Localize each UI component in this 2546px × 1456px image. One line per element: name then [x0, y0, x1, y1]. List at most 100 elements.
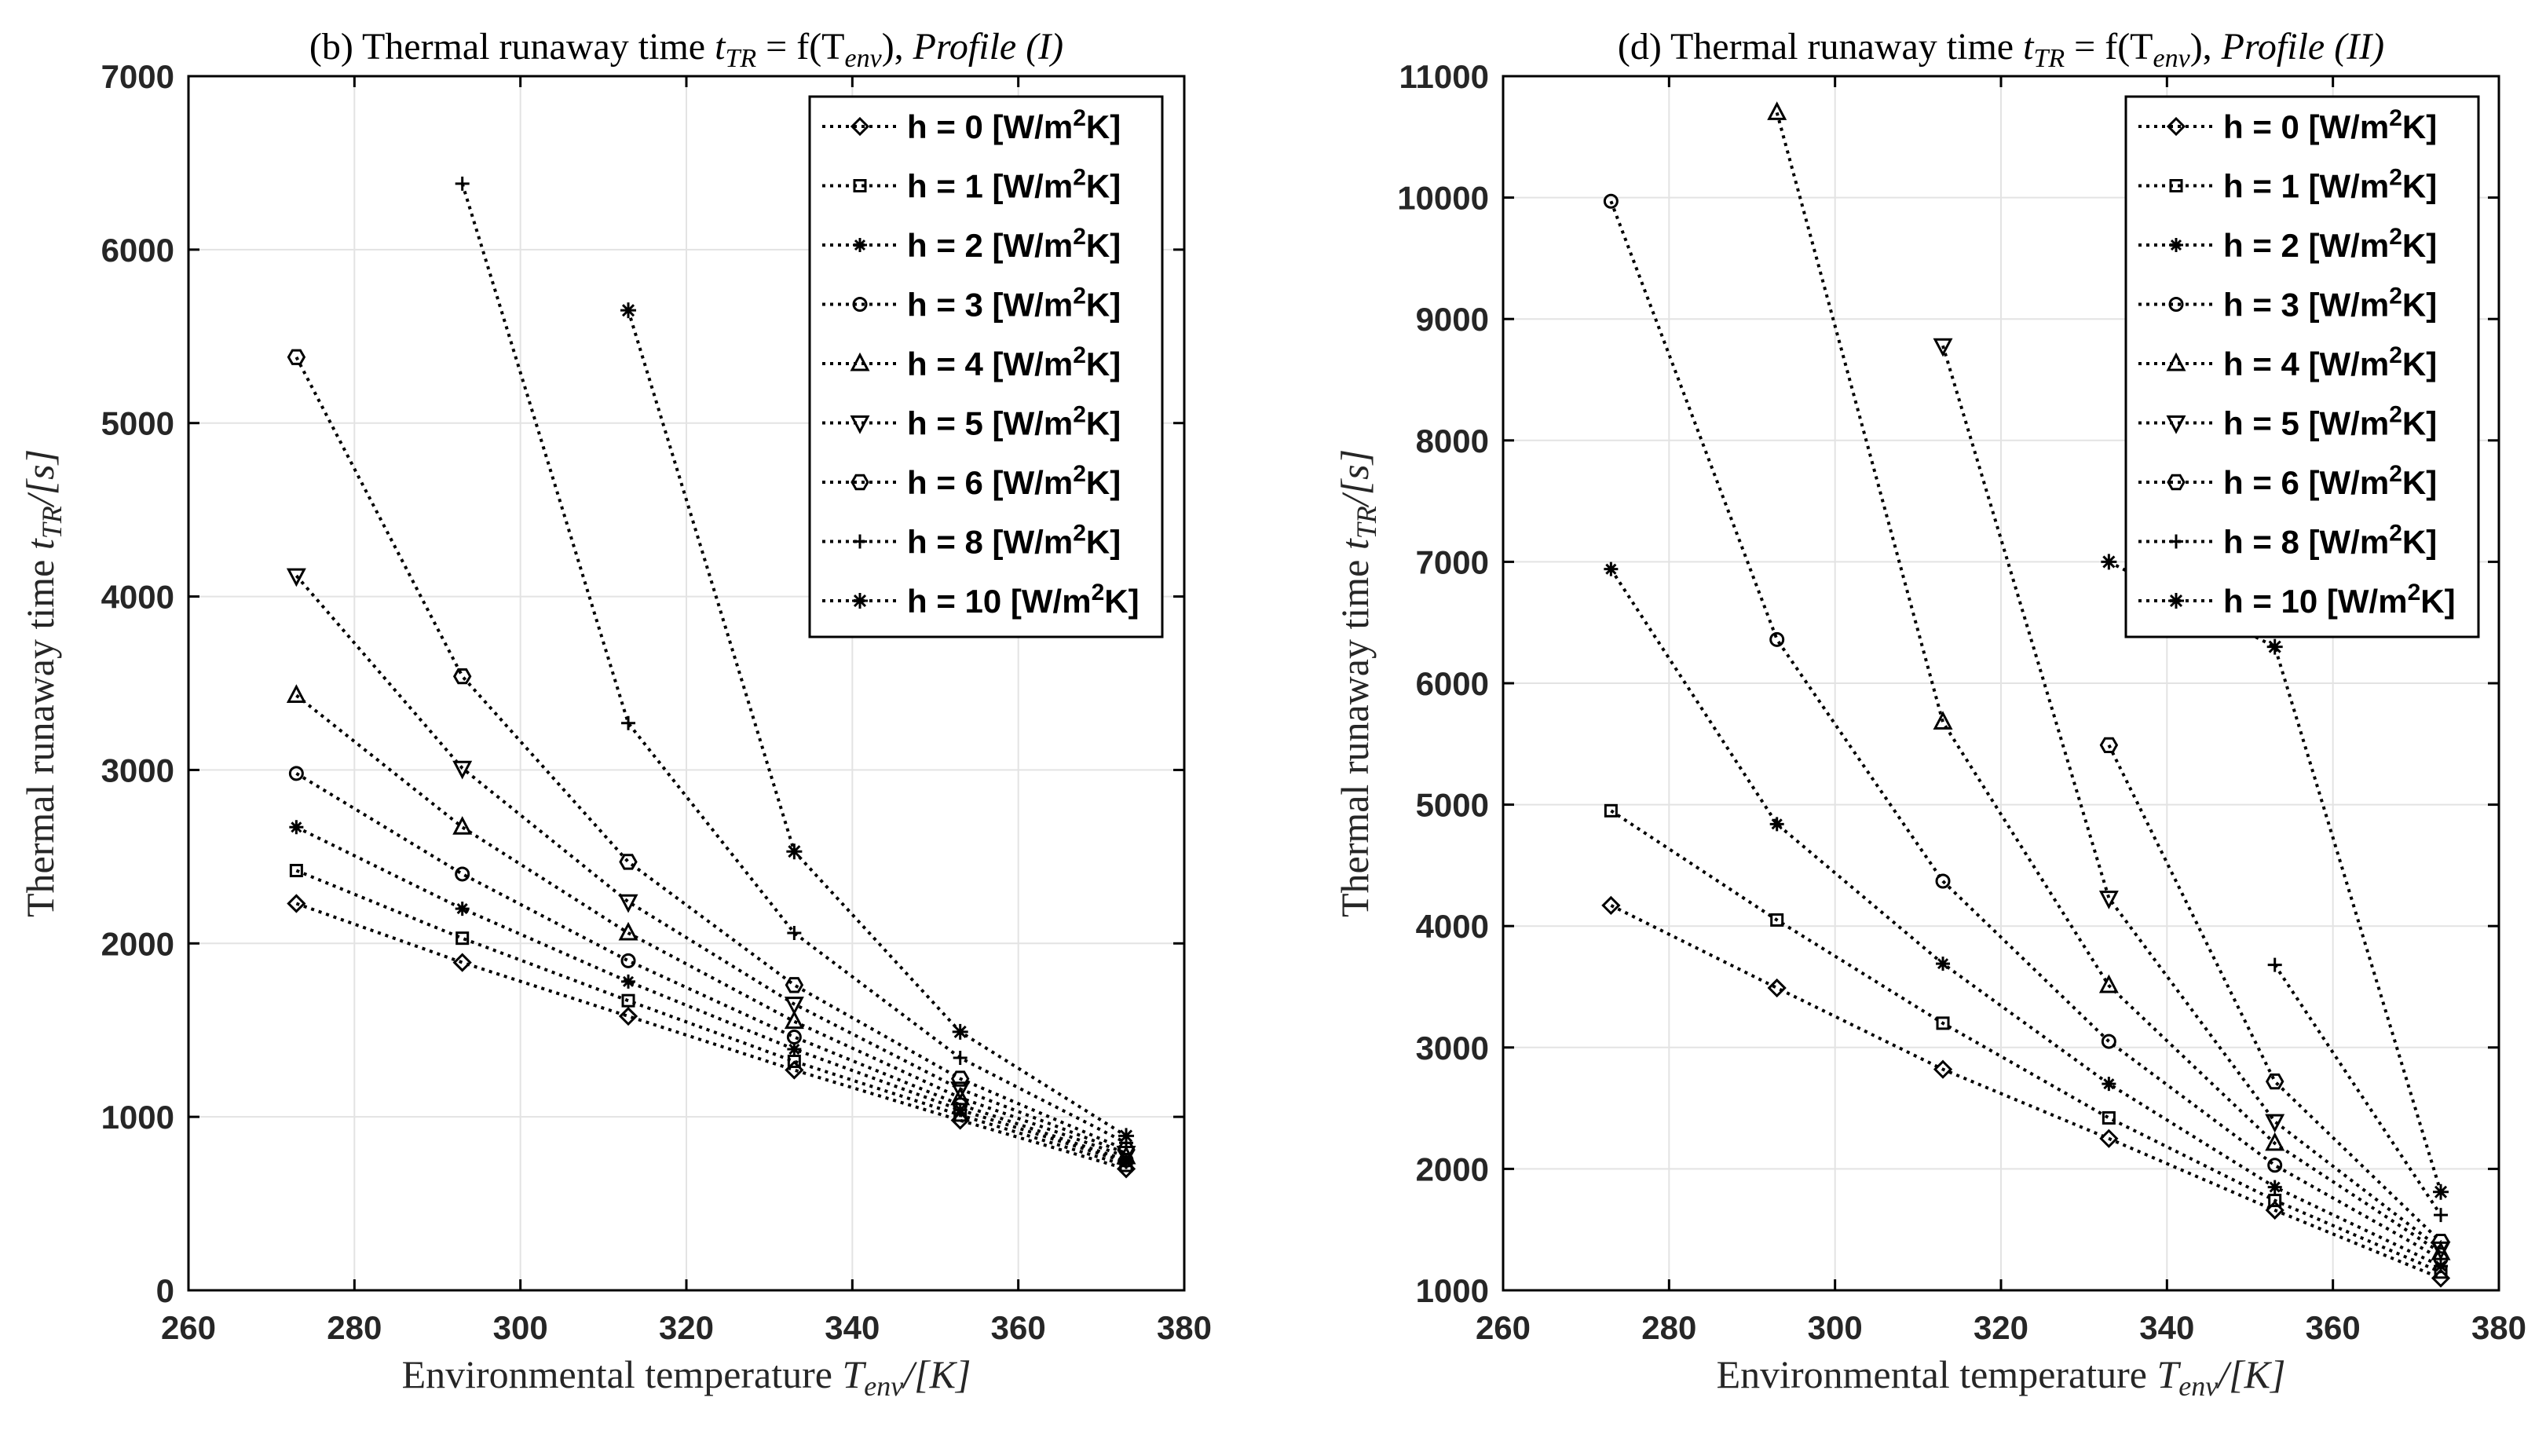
- legend-marker: [852, 297, 868, 312]
- x-tick-label: 340: [2139, 1309, 2194, 1346]
- series-6: [1933, 338, 2451, 1260]
- series-9: [2101, 554, 2449, 1200]
- data-point: [1770, 913, 1784, 927]
- y-tick-label: 3000: [1416, 1030, 1489, 1066]
- data-point: [287, 349, 306, 365]
- data-point: [787, 1042, 802, 1057]
- legend-marker: [850, 415, 870, 434]
- series-line: [1609, 568, 2442, 1268]
- data-point: [455, 176, 470, 191]
- legend-label: h = 2 [W/m2K]: [2223, 224, 2437, 264]
- series-line: [1610, 809, 2442, 1274]
- data-point: [289, 864, 303, 878]
- legend-label: h = 5 [W/m2K]: [907, 402, 1121, 442]
- data-point: [1604, 803, 1618, 818]
- y-tick-label: 2000: [1416, 1151, 1489, 1187]
- data-point: [452, 816, 473, 835]
- series-line: [295, 693, 1127, 1158]
- series-line: [295, 772, 1127, 1162]
- data-point: [1601, 895, 1621, 916]
- data-point: [1603, 193, 1619, 209]
- data-point: [2265, 1132, 2285, 1151]
- legend-marker: [850, 116, 870, 137]
- legend: h = 0 [W/m2K] h = 1 [W/m2K] h = 2 [W/m2K] h…: [2124, 95, 2480, 638]
- series-line: [1941, 345, 2442, 1250]
- y-tick-label: 7000: [101, 58, 174, 95]
- legend-label: h = 4 [W/m2K]: [907, 342, 1121, 382]
- data-point: [2099, 737, 2119, 753]
- data-point: [950, 1081, 971, 1101]
- data-point: [287, 894, 306, 913]
- x-tick-label: 260: [1476, 1309, 1531, 1346]
- legend-label: h = 5 [W/m2K]: [2223, 402, 2437, 442]
- data-point: [1769, 631, 1785, 647]
- legend-marker: [2169, 534, 2183, 549]
- legend-label: h = 1 [W/m2K]: [907, 165, 1121, 205]
- y-tick-label: 1000: [1416, 1272, 1489, 1309]
- data-point: [1767, 101, 1787, 120]
- series-line: [1775, 112, 2442, 1254]
- legend-box: [2124, 95, 2480, 638]
- x-axis-label: Environmental temperature Tenv/[K]: [402, 1352, 971, 1402]
- legend-marker: [853, 534, 867, 549]
- series-8: [2267, 957, 2449, 1223]
- data-point: [787, 926, 802, 941]
- data-point: [452, 668, 472, 685]
- y-tick-label: 5000: [1416, 787, 1489, 824]
- chart-1: 260 280 300 320 340 360 380 0 1000 2000 3000 4000 50…: [18, 26, 1212, 1402]
- legend-label: h = 10 [W/m2K]: [2223, 580, 2456, 620]
- x-tick-label: 320: [659, 1309, 714, 1346]
- data-point: [786, 843, 803, 860]
- legend-marker: [852, 593, 868, 609]
- y-tick-label: 1000: [101, 1099, 174, 1136]
- legend-label: h = 2 [W/m2K]: [907, 224, 1121, 264]
- data-point: [455, 931, 470, 946]
- data-point: [286, 684, 306, 703]
- legend-marker: [2168, 297, 2184, 312]
- legend-label: h = 6 [W/m2K]: [907, 461, 1121, 501]
- data-point: [620, 302, 637, 319]
- series-2: [289, 864, 1133, 1172]
- y-tick-label: 11000: [1399, 58, 1489, 95]
- data-point: [452, 760, 473, 780]
- y-tick-label: 6000: [1416, 665, 1489, 702]
- legend-label: h = 3 [W/m2K]: [2223, 284, 2437, 324]
- data-point: [621, 715, 636, 730]
- x-tick-label: 260: [161, 1309, 216, 1346]
- data-point: [618, 1006, 638, 1026]
- data-point: [618, 921, 638, 941]
- x-tick-label: 340: [825, 1309, 880, 1346]
- series-line: [295, 869, 1127, 1167]
- series-line: [460, 183, 1127, 1145]
- data-point: [1933, 1059, 1953, 1079]
- series-3: [289, 820, 1134, 1169]
- chart-2: 260 280 300 320 340 360 380 1000 2000 3000 4000 500…: [1333, 26, 2526, 1402]
- legend: h = 0 [W/m2K] h = 1 [W/m2K] h = 2 [W/m2K] h…: [808, 95, 1164, 638]
- legend-label: h = 8 [W/m2K]: [907, 521, 1121, 561]
- data-point: [786, 1030, 802, 1045]
- data-point: [2098, 974, 2119, 993]
- data-point: [2101, 554, 2117, 570]
- legend-marker: [2169, 179, 2183, 192]
- data-point: [2265, 1114, 2285, 1133]
- series-7: [287, 349, 1136, 1158]
- data-point: [288, 766, 304, 781]
- y-axis-label: Thermal runaway time tTR/[s]: [18, 449, 68, 917]
- data-point: [2265, 1200, 2284, 1220]
- y-tick-label: 7000: [1416, 543, 1489, 580]
- x-tick-label: 360: [2306, 1309, 2361, 1346]
- legend-marker: [2167, 474, 2186, 491]
- data-point: [1767, 978, 1787, 998]
- data-point: [1933, 338, 1953, 357]
- legend-marker: [2168, 593, 2184, 609]
- data-point: [784, 1010, 804, 1030]
- series-2: [1604, 803, 2448, 1279]
- legend-label: h = 10 [W/m2K]: [907, 580, 1139, 620]
- series-1: [1601, 895, 2451, 1288]
- data-point: [952, 1023, 968, 1040]
- series-line: [627, 309, 1128, 1138]
- legend-marker: [850, 352, 870, 371]
- x-axis-label: Environmental temperature Tenv/[K]: [1717, 1352, 2286, 1402]
- data-point: [2266, 638, 2283, 655]
